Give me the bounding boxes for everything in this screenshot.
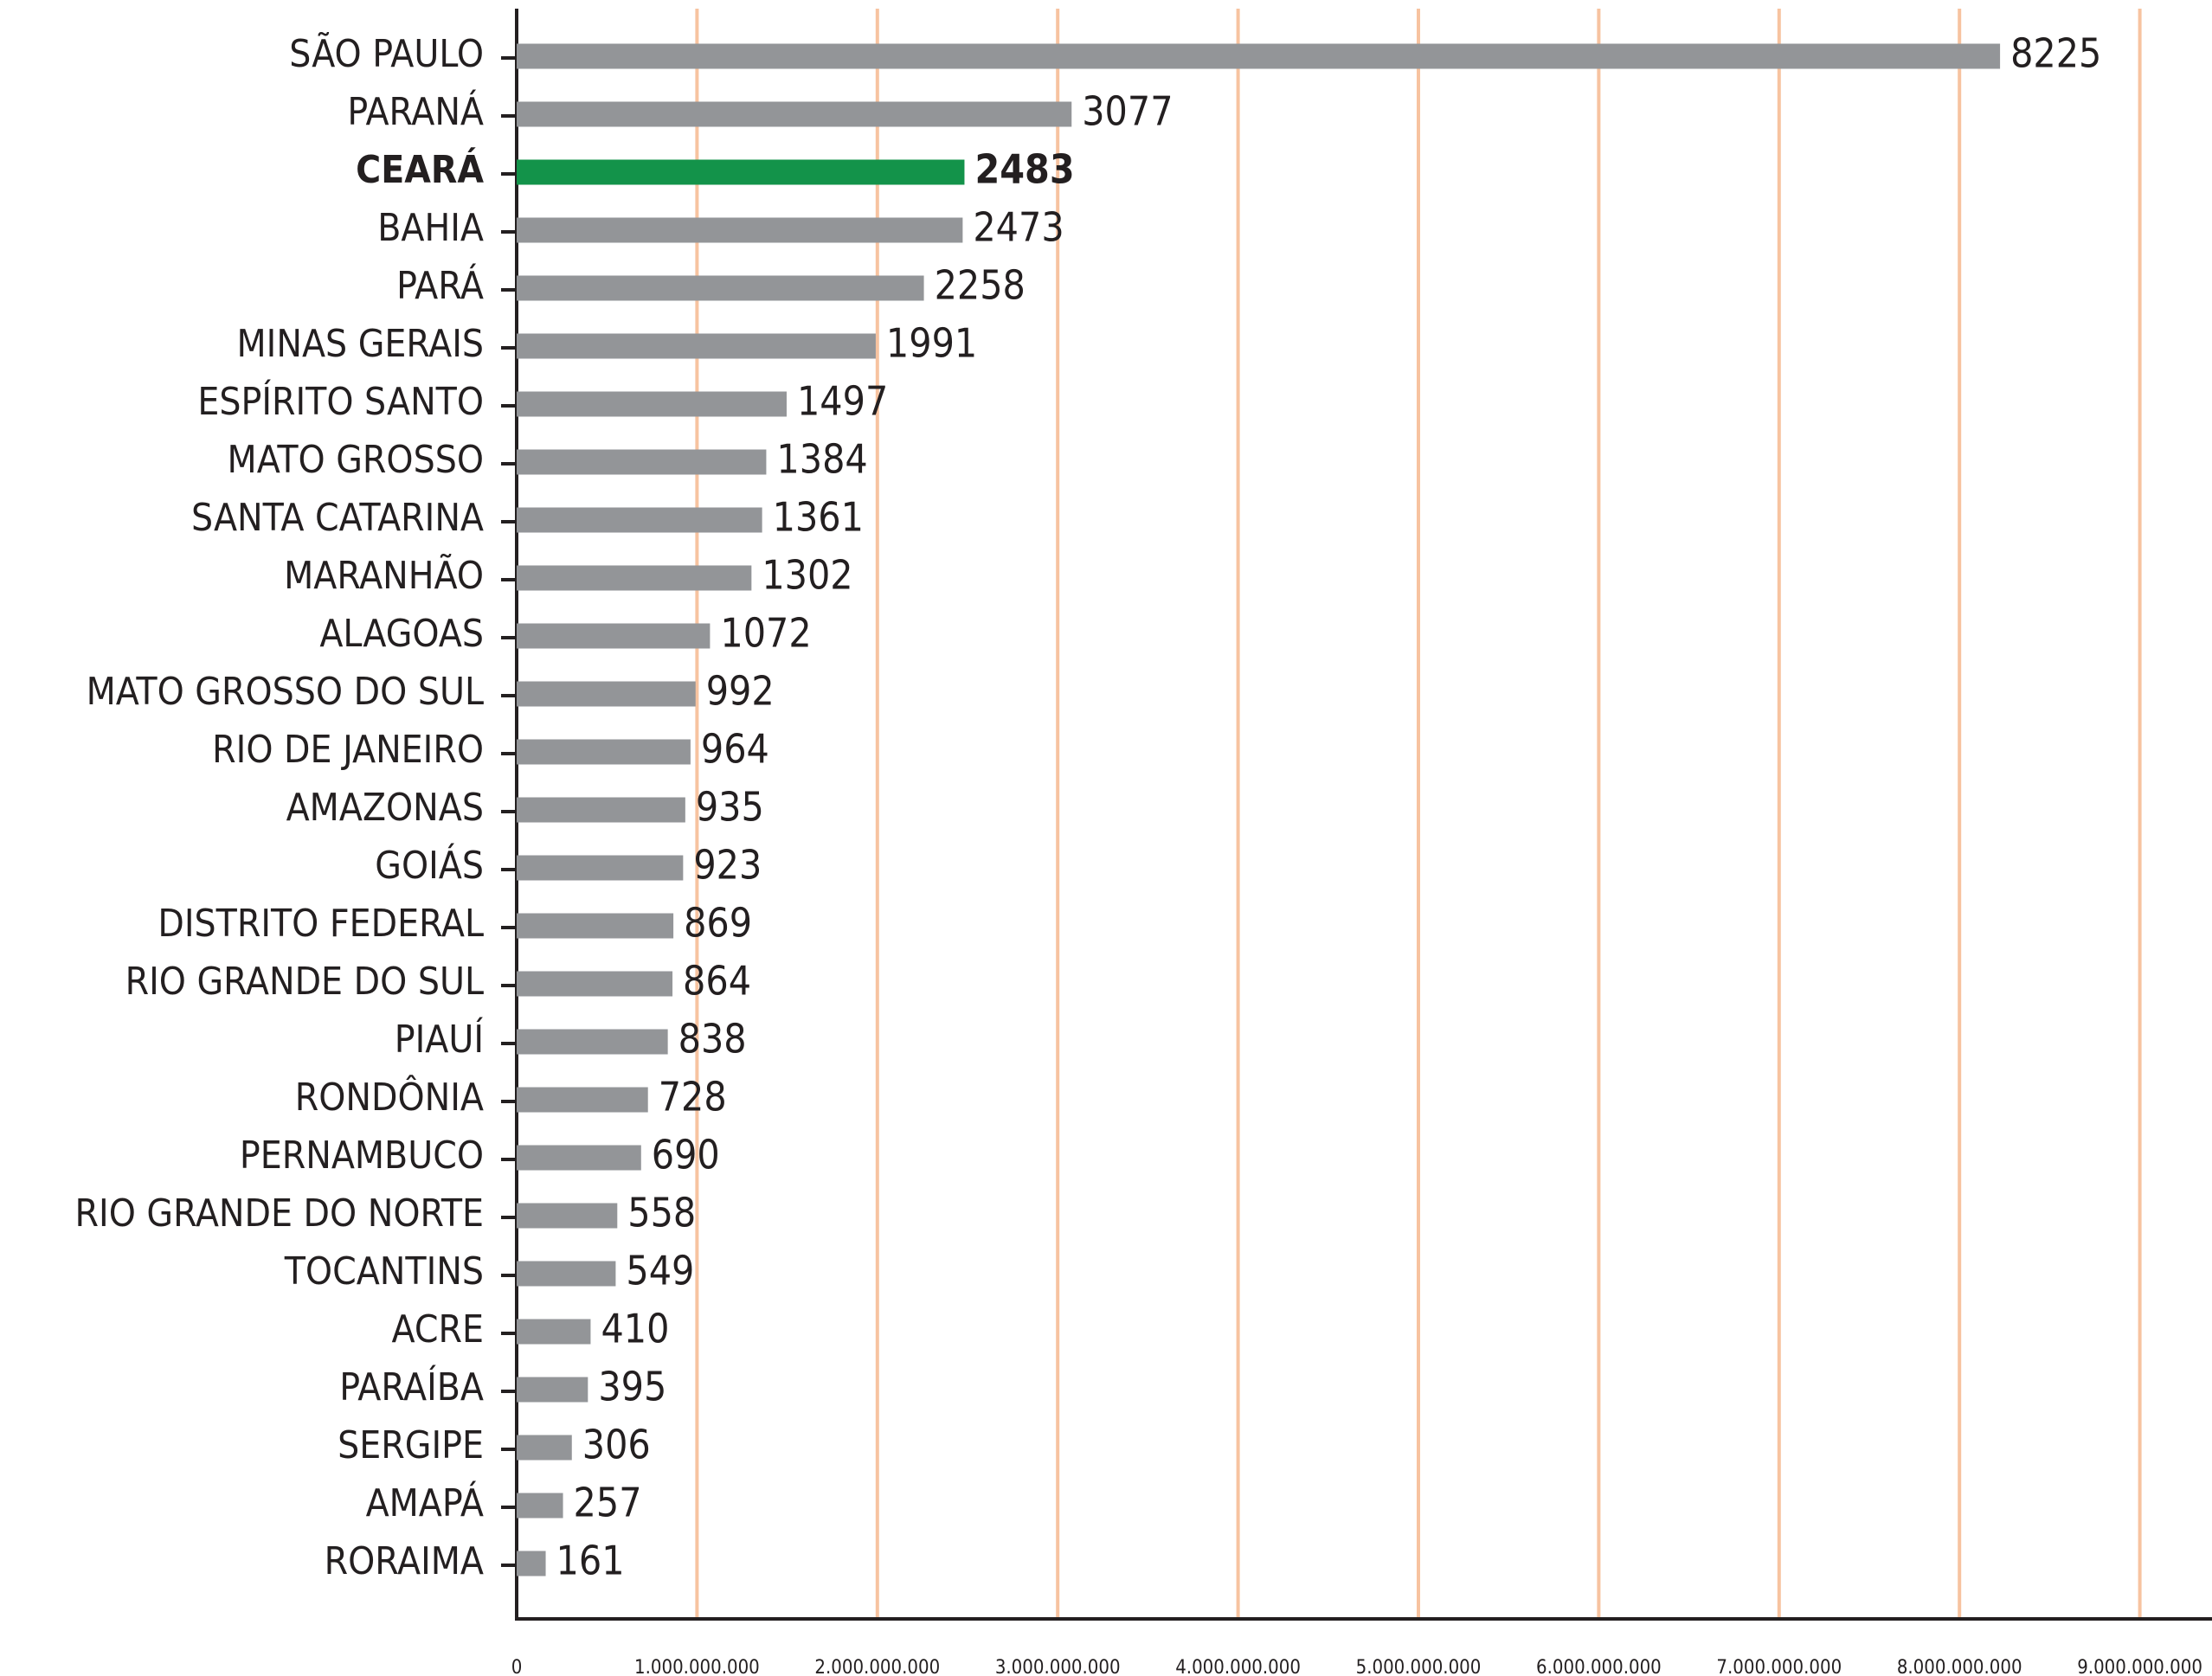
data-label: 923 (693, 842, 762, 889)
bar (517, 1435, 572, 1461)
data-label: 1991 (886, 320, 977, 367)
x-tick-label: 3.000.000.000 (995, 1657, 1121, 1676)
bar (517, 855, 684, 881)
bar (517, 101, 1072, 127)
data-label: 728 (659, 1074, 727, 1121)
data-label: 964 (701, 726, 769, 773)
data-label: 558 (627, 1190, 696, 1236)
x-tick-label: 0 (511, 1657, 523, 1676)
x-tick-label: 7.000.000.000 (1716, 1657, 1842, 1676)
data-label: 257 (574, 1480, 642, 1526)
data-label: 1072 (720, 610, 811, 657)
y-tick-label: RONDÔNIA (295, 1074, 484, 1120)
y-tick-label: AMAPÁ (366, 1480, 484, 1525)
y-tick-label: CEARÁ (356, 146, 484, 192)
y-tick-label: RORAIMA (325, 1539, 484, 1583)
y-tick-label: BAHIA (377, 206, 484, 250)
y-tick-label: PERNAMBUCO (240, 1133, 484, 1178)
bar (517, 1319, 591, 1345)
x-tick-label: 1.000.000.000 (634, 1657, 760, 1676)
bar (517, 1493, 563, 1519)
bar (517, 1029, 668, 1055)
y-tick-label: TOCANTINS (284, 1249, 484, 1294)
y-tick-label: MATO GROSSO DO SUL (87, 670, 484, 714)
bar (517, 1261, 616, 1287)
y-tick-label: ALAGOAS (319, 612, 484, 656)
y-tick-label: MINAS GERAIS (237, 322, 484, 366)
data-label: 838 (678, 1016, 747, 1063)
x-tick-label: 2.000.000.000 (814, 1657, 940, 1676)
y-tick-label: MATO GROSSO (228, 438, 484, 482)
x-tick-label: 6.000.000.000 (1536, 1657, 1662, 1676)
data-label: 549 (626, 1248, 694, 1294)
y-tick-label: PARÁ (396, 262, 484, 308)
x-tick-label: 4.000.000.000 (1175, 1657, 1301, 1676)
y-tick-label: ESPÍRITO SANTO (197, 378, 484, 424)
x-tick-label: 5.000.000.000 (1356, 1657, 1482, 1676)
bar (517, 217, 963, 243)
y-tick-label: DISTRITO FEDERAL (158, 902, 484, 946)
data-label: 1361 (773, 494, 864, 541)
data-label: 2483 (974, 146, 1074, 193)
data-label: 1497 (797, 378, 888, 425)
data-label: 1384 (776, 436, 867, 483)
bar (517, 275, 924, 301)
data-label: 2473 (973, 204, 1064, 251)
bar (517, 507, 762, 533)
bar (517, 1377, 588, 1403)
bar (517, 913, 674, 939)
bar (517, 333, 876, 359)
bar (517, 1145, 641, 1171)
data-label: 410 (601, 1306, 669, 1352)
y-tick-label: SÃO PAULO (289, 31, 484, 76)
y-tick-label: RIO GRANDE DO NORTE (75, 1191, 484, 1236)
y-tick-label: PARAÍBA (339, 1364, 484, 1410)
bar (517, 681, 696, 707)
x-tick-label: 9.000.000.000 (2077, 1657, 2202, 1676)
bar (517, 1203, 618, 1229)
data-label: 864 (683, 958, 751, 1005)
y-tick-label: AMAZONAS (286, 786, 484, 830)
data-label: 690 (652, 1132, 720, 1178)
y-tick-label: ACRE (392, 1307, 484, 1352)
y-tick-label: SERGIPE (338, 1423, 484, 1467)
data-label: 3077 (1082, 88, 1173, 135)
x-tick-label: 8.000.000.000 (1897, 1657, 2022, 1676)
bar (517, 623, 711, 649)
bar (517, 1087, 648, 1113)
data-label: 2258 (935, 262, 1026, 309)
bar (517, 797, 685, 823)
bar (517, 739, 691, 765)
data-label: 1302 (762, 552, 852, 599)
y-tick-label: GOIÁS (375, 842, 484, 888)
y-tick-label: PIAUÍ (395, 1016, 484, 1062)
data-label: 935 (696, 784, 764, 831)
data-label: 869 (684, 900, 752, 947)
bar (517, 391, 787, 417)
y-tick-label: PARANÁ (347, 88, 484, 134)
bar (517, 449, 767, 475)
bar (517, 159, 965, 185)
data-label: 992 (706, 668, 775, 715)
bar (517, 971, 673, 997)
y-tick-label: MARANHÃO (284, 553, 484, 598)
data-label: 8225 (2010, 30, 2101, 77)
bar (517, 1551, 546, 1576)
bar (517, 43, 2001, 69)
data-label: 161 (556, 1538, 625, 1584)
y-tick-label: SANTA CATARINA (191, 496, 484, 540)
y-tick-label: RIO DE JANEIRO (212, 728, 484, 772)
bar (517, 565, 752, 591)
data-label: 306 (582, 1422, 651, 1468)
data-label: 395 (598, 1364, 666, 1410)
y-tick-label: RIO GRANDE DO SUL (125, 960, 484, 1004)
